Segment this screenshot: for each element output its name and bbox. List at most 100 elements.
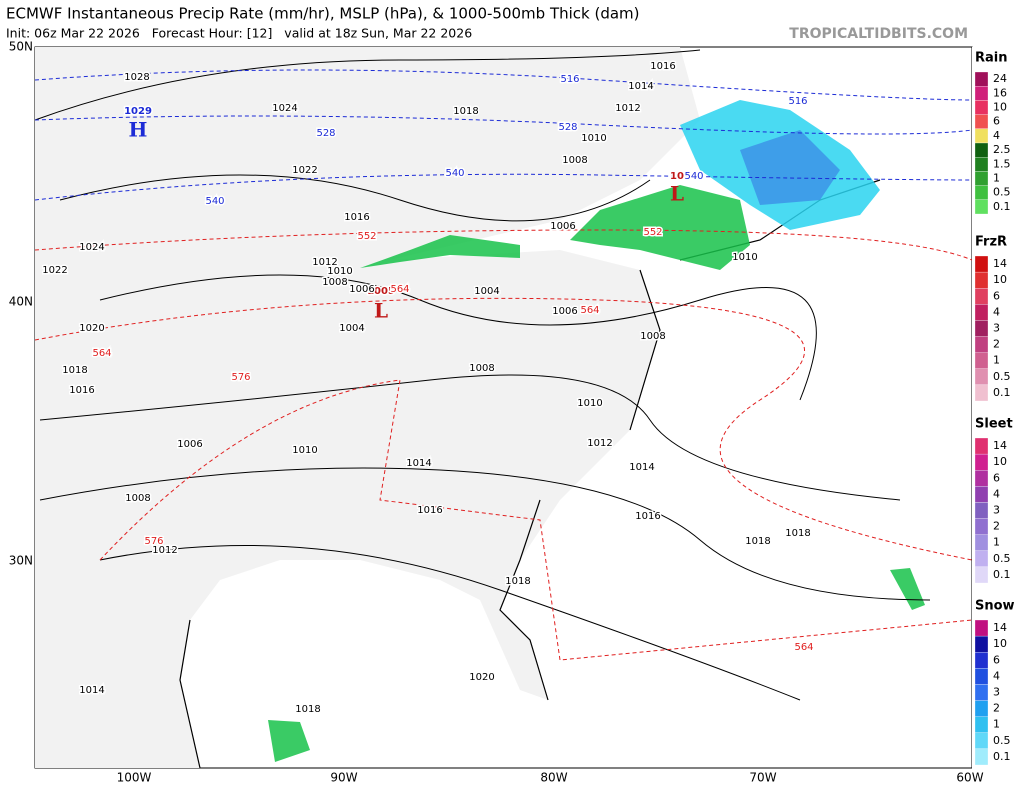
legend-title: Snow xyxy=(975,599,1015,614)
legend-swatch xyxy=(974,304,989,321)
legend-swatch xyxy=(974,716,989,733)
isobar-label: 1006 xyxy=(349,284,374,295)
legend-swatch xyxy=(974,114,989,129)
thickness-label: 564 xyxy=(794,642,813,653)
map xyxy=(34,46,973,769)
isobar-label: 1018 xyxy=(453,106,478,117)
isobar-label: 1012 xyxy=(587,438,612,449)
isobar-label: 1010 xyxy=(732,252,757,263)
legend-title: Rain xyxy=(975,51,1008,66)
legend-swatch xyxy=(974,171,989,186)
legend-tick: 1 xyxy=(993,536,1000,549)
thickness-label: 540 xyxy=(445,168,464,179)
legend-tick: 4 xyxy=(993,129,1000,142)
legend-swatch xyxy=(974,352,989,369)
isobar-label: 1014 xyxy=(629,462,654,473)
legend-swatch xyxy=(974,619,989,637)
legend-tick: 24 xyxy=(993,72,1007,85)
legend-swatch xyxy=(974,453,989,471)
thickness-label: 552 xyxy=(643,227,662,238)
thickness-label: 564 xyxy=(92,348,111,359)
thickness-label: 528 xyxy=(316,128,335,139)
legend-swatch xyxy=(974,684,989,701)
lat-label: 30N xyxy=(9,554,33,568)
isobar-label: 1006 xyxy=(552,306,577,317)
legend-tick: 0.5 xyxy=(993,186,1011,199)
legend-tick: 6 xyxy=(993,115,1000,128)
legend-swatch xyxy=(974,748,989,766)
isobar-label: 1006 xyxy=(177,439,202,450)
thickness-label: 564 xyxy=(390,284,409,295)
legend-swatch xyxy=(974,437,989,455)
legend-swatch xyxy=(974,566,989,584)
legend-swatch xyxy=(974,732,989,750)
legend-tick: 3 xyxy=(993,322,1000,335)
thickness-label: 552 xyxy=(357,231,376,242)
legend-swatch xyxy=(974,157,989,172)
legend-tick: 2 xyxy=(993,702,1000,715)
lat-label: 50N xyxy=(9,40,33,54)
legend-swatch xyxy=(974,384,989,402)
isobar-label: 1014 xyxy=(79,685,104,696)
center-symbol: L xyxy=(374,299,388,323)
thickness-label: 564 xyxy=(580,305,599,316)
legend-tick: 4 xyxy=(993,305,1000,318)
isobar-label: 1008 xyxy=(125,493,150,504)
isobar-label: 1012 xyxy=(152,545,177,556)
legend-title: FrzR xyxy=(975,235,1007,250)
subtitle: Init: 06z Mar 22 2026 Forecast Hour: [12… xyxy=(6,26,472,41)
legend-title: Sleet xyxy=(975,417,1013,432)
legend-tick: 10 xyxy=(993,101,1007,114)
isobar-label: 1014 xyxy=(628,81,653,92)
thickness-label: 576 xyxy=(231,372,250,383)
watermark: TROPICALTIDBITS.COM xyxy=(789,26,968,42)
thickness-label: 540 xyxy=(684,171,703,182)
legend-swatch xyxy=(974,142,989,158)
isobar-label: 1020 xyxy=(469,672,494,683)
lon-label: 100W xyxy=(117,771,152,785)
legend-swatch xyxy=(974,320,989,337)
legend-swatch xyxy=(974,255,989,273)
legend-swatch xyxy=(974,185,989,200)
lon-label: 90W xyxy=(330,771,357,785)
isobar-label: 1010 xyxy=(581,133,606,144)
legend-tick: 3 xyxy=(993,504,1000,517)
legend-tick: 0.1 xyxy=(993,200,1011,213)
isobar-label: 1008 xyxy=(322,277,347,288)
legend-tick: 1 xyxy=(993,354,1000,367)
legend-tick: 14 xyxy=(993,621,1007,634)
legend-swatch xyxy=(974,368,989,386)
legend-swatch xyxy=(974,668,989,685)
isobar-label: 1012 xyxy=(312,257,337,268)
lon-label: 70W xyxy=(749,771,776,785)
isobar-label: 1022 xyxy=(292,165,317,176)
isobar-label: 1016 xyxy=(635,511,660,522)
isobar-label: 1006 xyxy=(550,221,575,232)
isobar-label: 1016 xyxy=(344,212,369,223)
isobar-label: 1008 xyxy=(469,363,494,374)
isobar-label: 1028 xyxy=(124,72,149,83)
isobar-label: 1018 xyxy=(745,536,770,547)
center-pressure: 10 xyxy=(670,171,684,182)
legend-tick: 2 xyxy=(993,338,1000,351)
legend-tick: 1 xyxy=(993,718,1000,731)
isobar-label: 1008 xyxy=(640,331,665,342)
isobar-label: 1018 xyxy=(785,528,810,539)
legend-tick: 6 xyxy=(993,289,1000,302)
legend-swatch xyxy=(974,700,989,717)
center-pressure: 1029 xyxy=(124,106,152,117)
thickness-label: 576 xyxy=(144,536,163,547)
legend-tick: 2.5 xyxy=(993,143,1011,156)
legend-tick: 0.1 xyxy=(993,386,1011,399)
legend-swatch xyxy=(974,288,989,305)
legend-tick: 1 xyxy=(993,172,1000,185)
legend-swatch xyxy=(974,100,989,115)
legend-tick: 0.5 xyxy=(993,370,1011,383)
thickness-label: 516 xyxy=(560,74,579,85)
isobar-label: 1018 xyxy=(295,704,320,715)
legend-swatch xyxy=(974,470,989,487)
isobar-label: 1012 xyxy=(615,103,640,114)
legend-swatch xyxy=(974,550,989,568)
legend-tick: 10 xyxy=(993,455,1007,468)
